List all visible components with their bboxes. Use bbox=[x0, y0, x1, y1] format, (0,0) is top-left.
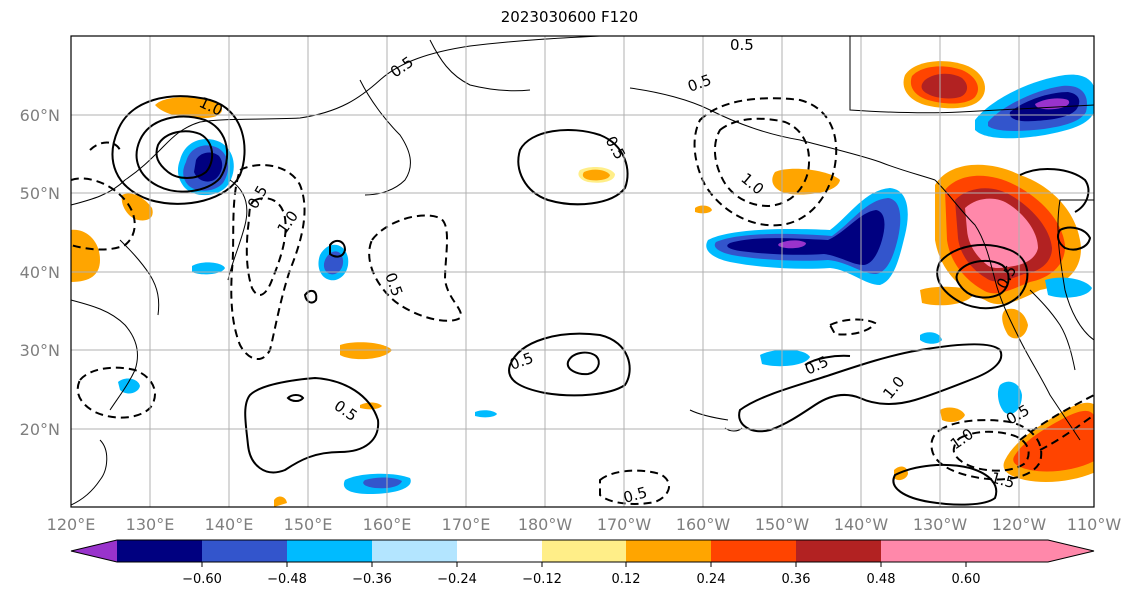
lon-tick-label: 130°E bbox=[126, 515, 175, 534]
coastlines bbox=[71, 36, 1094, 506]
lon-tick-label: 120°E bbox=[47, 515, 96, 534]
colorbar-tick-label: −0.60 bbox=[182, 572, 222, 587]
colorbar-tick-label: −0.24 bbox=[437, 572, 477, 587]
contour-label: 1.5 bbox=[989, 468, 1017, 492]
shading-layer bbox=[71, 61, 1094, 507]
colorbar-tick-label: 0.12 bbox=[612, 572, 641, 587]
lon-tick-label: 170°W bbox=[597, 515, 652, 534]
lon-tick-label: 120°W bbox=[992, 515, 1047, 534]
contour-label: 0.5 bbox=[621, 483, 649, 507]
colorbar-segment bbox=[287, 540, 372, 562]
lat-tick-label: 60°N bbox=[20, 106, 60, 125]
colorbar-ticks bbox=[201, 562, 967, 567]
colorbar-high-extension bbox=[881, 540, 1094, 562]
lon-axis: 120°E 130°E 140°E 150°E 160°E 170°E 180°… bbox=[47, 515, 1122, 534]
colorbar-segment bbox=[117, 540, 202, 562]
colorbar-segment bbox=[372, 540, 457, 562]
lon-tick-label: 170°E bbox=[442, 515, 491, 534]
lat-axis: 60°N 50°N 40°N 30°N 20°N bbox=[20, 106, 60, 439]
lon-tick-label: 130°W bbox=[913, 515, 968, 534]
colorbar-outline bbox=[70, 539, 1095, 563]
colorbar-tick-label: 0.48 bbox=[867, 572, 896, 587]
colorbar-segment bbox=[711, 540, 796, 562]
map-frame bbox=[70, 35, 1095, 508]
lon-tick-label: 160°E bbox=[363, 515, 412, 534]
colorbar-low-extension bbox=[71, 540, 117, 562]
colorbar-segment bbox=[626, 540, 711, 562]
lon-tick-label: 150°W bbox=[755, 515, 810, 534]
lon-tick-label: 160°W bbox=[676, 515, 731, 534]
lon-tick-label: 140°W bbox=[834, 515, 889, 534]
lat-tick-label: 50°N bbox=[20, 184, 60, 203]
lon-tick-label: 180°W bbox=[518, 515, 573, 534]
colorbar-tick-label: 0.24 bbox=[697, 572, 726, 587]
solid-contours bbox=[111, 95, 1092, 506]
colorbar-tick-label: −0.12 bbox=[522, 572, 562, 587]
lat-tick-label: 40°N bbox=[20, 263, 60, 282]
colorbar-tick-label: 0.36 bbox=[782, 572, 811, 587]
colorbar: −0.60 −0.48 −0.36 −0.24 −0.12 0.12 0.24 … bbox=[70, 539, 1095, 587]
colorbar-segment bbox=[457, 540, 542, 562]
lat-tick-label: 30°N bbox=[20, 341, 60, 360]
lat-tick-label: 20°N bbox=[20, 420, 60, 439]
colorbar-tick-label: −0.36 bbox=[352, 572, 392, 587]
colorbar-segment bbox=[796, 540, 881, 562]
map-title: 2023030600 F120 bbox=[500, 8, 639, 26]
colorbar-segment bbox=[542, 540, 626, 562]
dashed-contours bbox=[71, 97, 1094, 505]
colorbar-tick-label: 0.60 bbox=[952, 572, 981, 587]
lon-tick-label: 140°E bbox=[205, 515, 254, 534]
lon-tick-label: 150°E bbox=[284, 515, 333, 534]
graticule bbox=[71, 36, 1094, 507]
lon-tick-label: 110°W bbox=[1067, 515, 1122, 534]
contour-label: 0.5 bbox=[730, 36, 754, 54]
colorbar-tick-label: −0.48 bbox=[267, 572, 307, 587]
colorbar-segment bbox=[202, 540, 287, 562]
